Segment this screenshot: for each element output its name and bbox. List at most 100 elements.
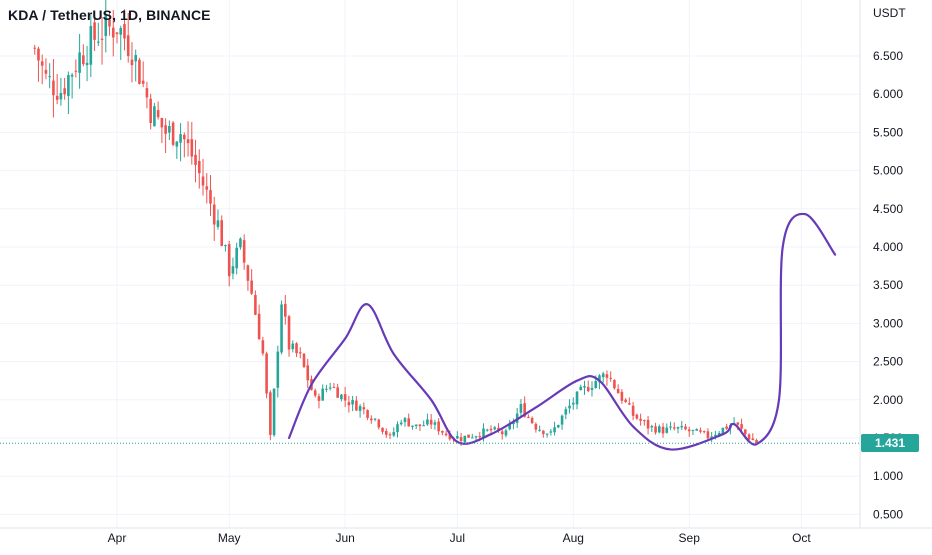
candle-body	[553, 427, 556, 433]
candle-body	[33, 47, 37, 49]
candle-body	[373, 418, 377, 420]
candle-body	[261, 340, 265, 354]
price-tick-label: 0.500	[873, 507, 903, 521]
candle-body	[164, 125, 167, 134]
candle-body	[216, 220, 220, 227]
candle-body	[351, 399, 354, 405]
candle-body	[586, 387, 590, 392]
candle-body	[242, 240, 246, 263]
candle-body	[183, 134, 186, 140]
candle-body	[52, 80, 55, 96]
candle-body	[48, 76, 51, 78]
time-tick-label: May	[218, 531, 241, 545]
candle-body	[699, 430, 702, 432]
candle-body	[500, 431, 504, 435]
candle-body	[654, 426, 657, 433]
candle-body	[508, 424, 511, 430]
candle-body	[366, 410, 369, 418]
candle-body	[82, 55, 85, 65]
price-tick-label: 5.500	[873, 125, 903, 139]
candle-body	[616, 388, 620, 394]
candle-body	[156, 110, 160, 118]
candle-body	[650, 425, 654, 428]
candle-body	[747, 434, 751, 440]
candle-body	[325, 388, 328, 390]
candle-body	[646, 419, 650, 429]
candle-body	[126, 35, 130, 57]
candle-body	[437, 421, 440, 432]
candle-body	[467, 434, 470, 438]
candle-body	[691, 429, 695, 431]
candle-body	[474, 436, 478, 438]
candle-body	[714, 434, 717, 437]
candle-body	[635, 414, 639, 419]
candle-body	[343, 394, 347, 401]
candle-body	[179, 134, 182, 143]
symbol-title[interactable]: KDA / TetherUS, 1D, BINANCE	[8, 7, 211, 23]
candle-body	[284, 303, 287, 317]
candle-body	[418, 424, 422, 427]
candle-body	[377, 419, 381, 428]
candle-body	[605, 374, 609, 378]
candle-body	[239, 238, 242, 248]
candle-body	[265, 353, 268, 394]
trend-drawing[interactable]	[287, 212, 837, 451]
candle-body	[145, 88, 149, 98]
candles	[33, 0, 758, 446]
candle-body	[276, 351, 280, 388]
candle-body	[104, 14, 108, 36]
candle-body	[291, 343, 295, 350]
candle-body	[59, 92, 63, 100]
candle-body	[444, 433, 448, 436]
drawing-path[interactable]	[287, 212, 837, 451]
candle-body	[287, 316, 291, 350]
candle-body	[571, 402, 575, 405]
price-axis[interactable]: USDT 6.500 6.000 5.500 5.000 4.500 4.000 3.500 3…	[873, 6, 906, 521]
candle-body	[568, 405, 571, 409]
candle-body	[381, 427, 384, 432]
candle-body	[485, 429, 489, 431]
candle-body	[362, 407, 366, 410]
candle-body	[123, 24, 126, 39]
candle-body	[493, 427, 497, 430]
candle-body	[740, 424, 743, 429]
price-tick-label: 2.000	[873, 393, 903, 407]
candle-body	[85, 62, 89, 66]
candle-body	[519, 404, 523, 413]
candle-body	[313, 390, 317, 396]
candle-body	[175, 141, 179, 147]
candle-body	[220, 220, 224, 246]
candle-body	[631, 405, 635, 416]
candle-body	[134, 55, 137, 62]
time-tick-label: Aug	[563, 531, 584, 545]
price-tick-label: 5.000	[873, 164, 903, 178]
candle-body	[40, 61, 44, 66]
candle-body	[545, 433, 549, 435]
candle-body	[78, 52, 81, 73]
candle-body	[523, 403, 526, 417]
candle-body	[212, 204, 216, 225]
candle-body	[168, 126, 171, 133]
candle-body	[231, 266, 235, 274]
candle-body	[478, 436, 482, 438]
candle-body	[530, 417, 534, 424]
candle-body	[751, 438, 755, 441]
candle-body	[108, 19, 111, 27]
time-tick-label: Oct	[792, 531, 811, 545]
candle-body	[119, 28, 123, 35]
time-axis[interactable]: Apr May Jun Jul Aug Sep Oct	[108, 531, 812, 545]
candle-body	[340, 394, 343, 400]
candle-body	[609, 377, 612, 379]
price-tick-label: 4.000	[873, 240, 903, 254]
candle-body	[190, 139, 194, 157]
candle-body	[721, 427, 725, 434]
candle-body	[489, 428, 493, 431]
candle-body	[403, 418, 407, 423]
candle-body	[463, 435, 467, 443]
candle-body	[384, 431, 388, 435]
candle-body	[100, 38, 104, 40]
candle-body	[153, 106, 156, 127]
candle-body	[37, 48, 40, 61]
